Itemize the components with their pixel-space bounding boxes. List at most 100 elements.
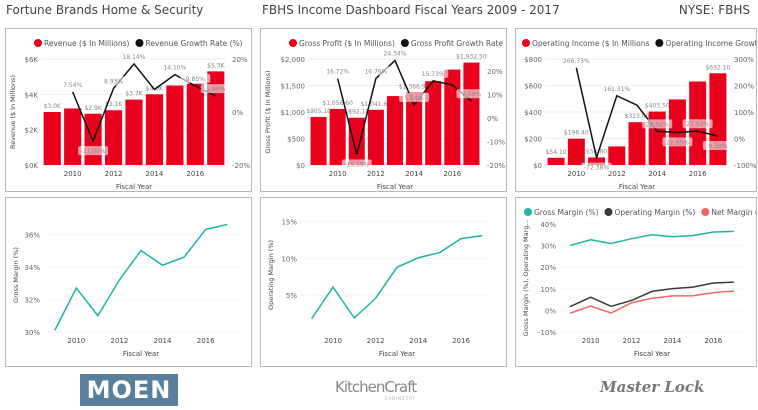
- line-data-label: 5.54%: [405, 95, 424, 102]
- bar: [463, 62, 480, 165]
- y-tick-label: 15%: [281, 219, 297, 227]
- x-tick-label: 2012: [623, 337, 641, 345]
- series-line: [569, 281, 734, 308]
- line-data-label: -15.55%: [344, 162, 369, 169]
- line-data-label: -72.38%: [584, 165, 609, 172]
- y-tick-label: $1,000: [281, 109, 306, 117]
- operating-margin-chart: 5% 10% 15% 2010 2012 2014 2016 Fiscal Year Opera…: [260, 197, 507, 367]
- y2-tick-label: -100%: [734, 162, 756, 170]
- line-label-bg: [581, 162, 612, 172]
- y2-tick-label: -20%: [232, 162, 250, 170]
- kitchencraft-logo: KitchenCraft CABINETRY: [335, 378, 417, 401]
- x-tick-label: 2016: [452, 337, 470, 345]
- line-data-label: 7.09%: [462, 91, 481, 98]
- legend-label: Operating Margin (%): [615, 208, 696, 217]
- line-data-label: 14.10%: [163, 65, 186, 72]
- line-label-bg: [456, 89, 487, 99]
- bar-data-label: $892.10: [344, 109, 369, 116]
- y-axis-title: Gross Profit ($ In Millions): [264, 70, 272, 153]
- legend-label: Gross Profit ($ In Millions): [299, 39, 395, 48]
- x-tick-label: 2014: [405, 170, 423, 178]
- y-tick-label: -10%: [538, 329, 556, 337]
- y2-tick-label: -20%: [487, 162, 505, 170]
- line-label-bg: [418, 68, 449, 78]
- line-label-bg: [78, 146, 109, 156]
- y-axis-title: Gross Margin (%), Operating Marg...: [522, 219, 530, 336]
- legend-marker: [289, 39, 297, 47]
- bar-data-label: $3.7K: [125, 91, 143, 98]
- x-tick-label: 2016: [689, 170, 707, 178]
- legend-label: Revenue Growth Rate (%): [145, 39, 242, 48]
- bar-data-label: $3.0K: [44, 103, 62, 110]
- legend-marker: [400, 39, 409, 47]
- y-tick-label: 10%: [540, 286, 556, 294]
- bar-data-label: $692.10: [705, 64, 730, 71]
- y2-tick-label: 20%: [487, 68, 503, 76]
- y-tick-label: $2K: [25, 127, 39, 135]
- series-line: [569, 290, 734, 314]
- y-tick-label: $500: [287, 136, 305, 144]
- line-data-label: 16.72%: [326, 69, 349, 76]
- y2-tick-label: 20%: [232, 56, 248, 64]
- bar: [588, 157, 606, 165]
- y2-tick-label: 300%: [734, 56, 754, 64]
- line-data-label: 5.99%: [206, 86, 225, 93]
- x-tick-label: 2014: [146, 170, 164, 178]
- legend-marker: [524, 208, 532, 216]
- line-data-label: 27.53%: [686, 121, 709, 128]
- bar: [186, 83, 204, 165]
- y2-tick-label: -10%: [487, 138, 505, 146]
- legend-marker: [701, 208, 710, 216]
- growth-rate-line: [575, 67, 719, 161]
- bar: [628, 122, 646, 165]
- bar-data-label: $56.80: [586, 148, 607, 155]
- y-axis-title: Gross Margin (%): [12, 247, 20, 303]
- bar: [386, 96, 404, 165]
- x-tick-label: 2010: [567, 170, 585, 178]
- legend-label: Gross Margin (%): [534, 208, 599, 217]
- x-tick-label: 2010: [329, 170, 347, 178]
- line-label-bg: [98, 76, 129, 86]
- operating-income-chart: Operating Income ($ In Millions Operating…: [515, 28, 757, 192]
- y-tick-label: 40%: [540, 221, 556, 229]
- line-data-label: 161.31%: [603, 86, 630, 93]
- x-tick-label: 2014: [664, 337, 682, 345]
- dashboard-title: FBHS Income Dashboard Fiscal Years 2009 …: [262, 3, 560, 17]
- x-axis-title: Fiscal Year: [619, 183, 655, 191]
- y-tick-label: 5%: [286, 292, 297, 300]
- bar-data-label: $5.3K: [207, 62, 225, 69]
- y-tick-label: $800: [524, 56, 542, 64]
- bar: [329, 109, 346, 165]
- series-line: [311, 234, 483, 320]
- x-tick-label: 2010: [324, 337, 342, 345]
- series-line: [570, 230, 734, 247]
- line-label-bg: [159, 62, 190, 72]
- line-label-bg: [601, 83, 632, 93]
- line-label-bg: [399, 92, 430, 102]
- ticker: NYSE: FBHS: [678, 3, 750, 17]
- growth-rate-line: [336, 59, 472, 155]
- legend-label: Net Margin (%): [711, 208, 756, 217]
- bar-data-label: $1,041.60: [361, 101, 392, 108]
- y2-tick-label: 100%: [734, 109, 754, 117]
- revenue-chart: Revenue ($ In Millions) Revenue Growth Ra…: [5, 28, 252, 192]
- bar: [125, 99, 143, 165]
- line-data-label: 18.14%: [123, 54, 146, 61]
- bar: [608, 146, 626, 165]
- y2-tick-label: 0%: [232, 109, 243, 117]
- x-tick-label: 2012: [367, 170, 385, 178]
- x-tick-label: 2012: [608, 170, 626, 178]
- bar: [64, 108, 82, 165]
- growth-rate-line: [71, 62, 217, 144]
- bar: [43, 112, 61, 165]
- x-tick-label: 2016: [443, 170, 461, 178]
- y-tick-label: 30%: [24, 329, 40, 337]
- x-tick-label: 2010: [67, 337, 85, 345]
- x-tick-label: 2012: [367, 337, 385, 345]
- line-data-label: 16.76%: [364, 68, 387, 75]
- bar: [367, 109, 384, 165]
- x-tick-label: 2010: [64, 170, 82, 178]
- bar: [348, 117, 365, 165]
- bar: [406, 92, 423, 165]
- bar: [310, 117, 327, 165]
